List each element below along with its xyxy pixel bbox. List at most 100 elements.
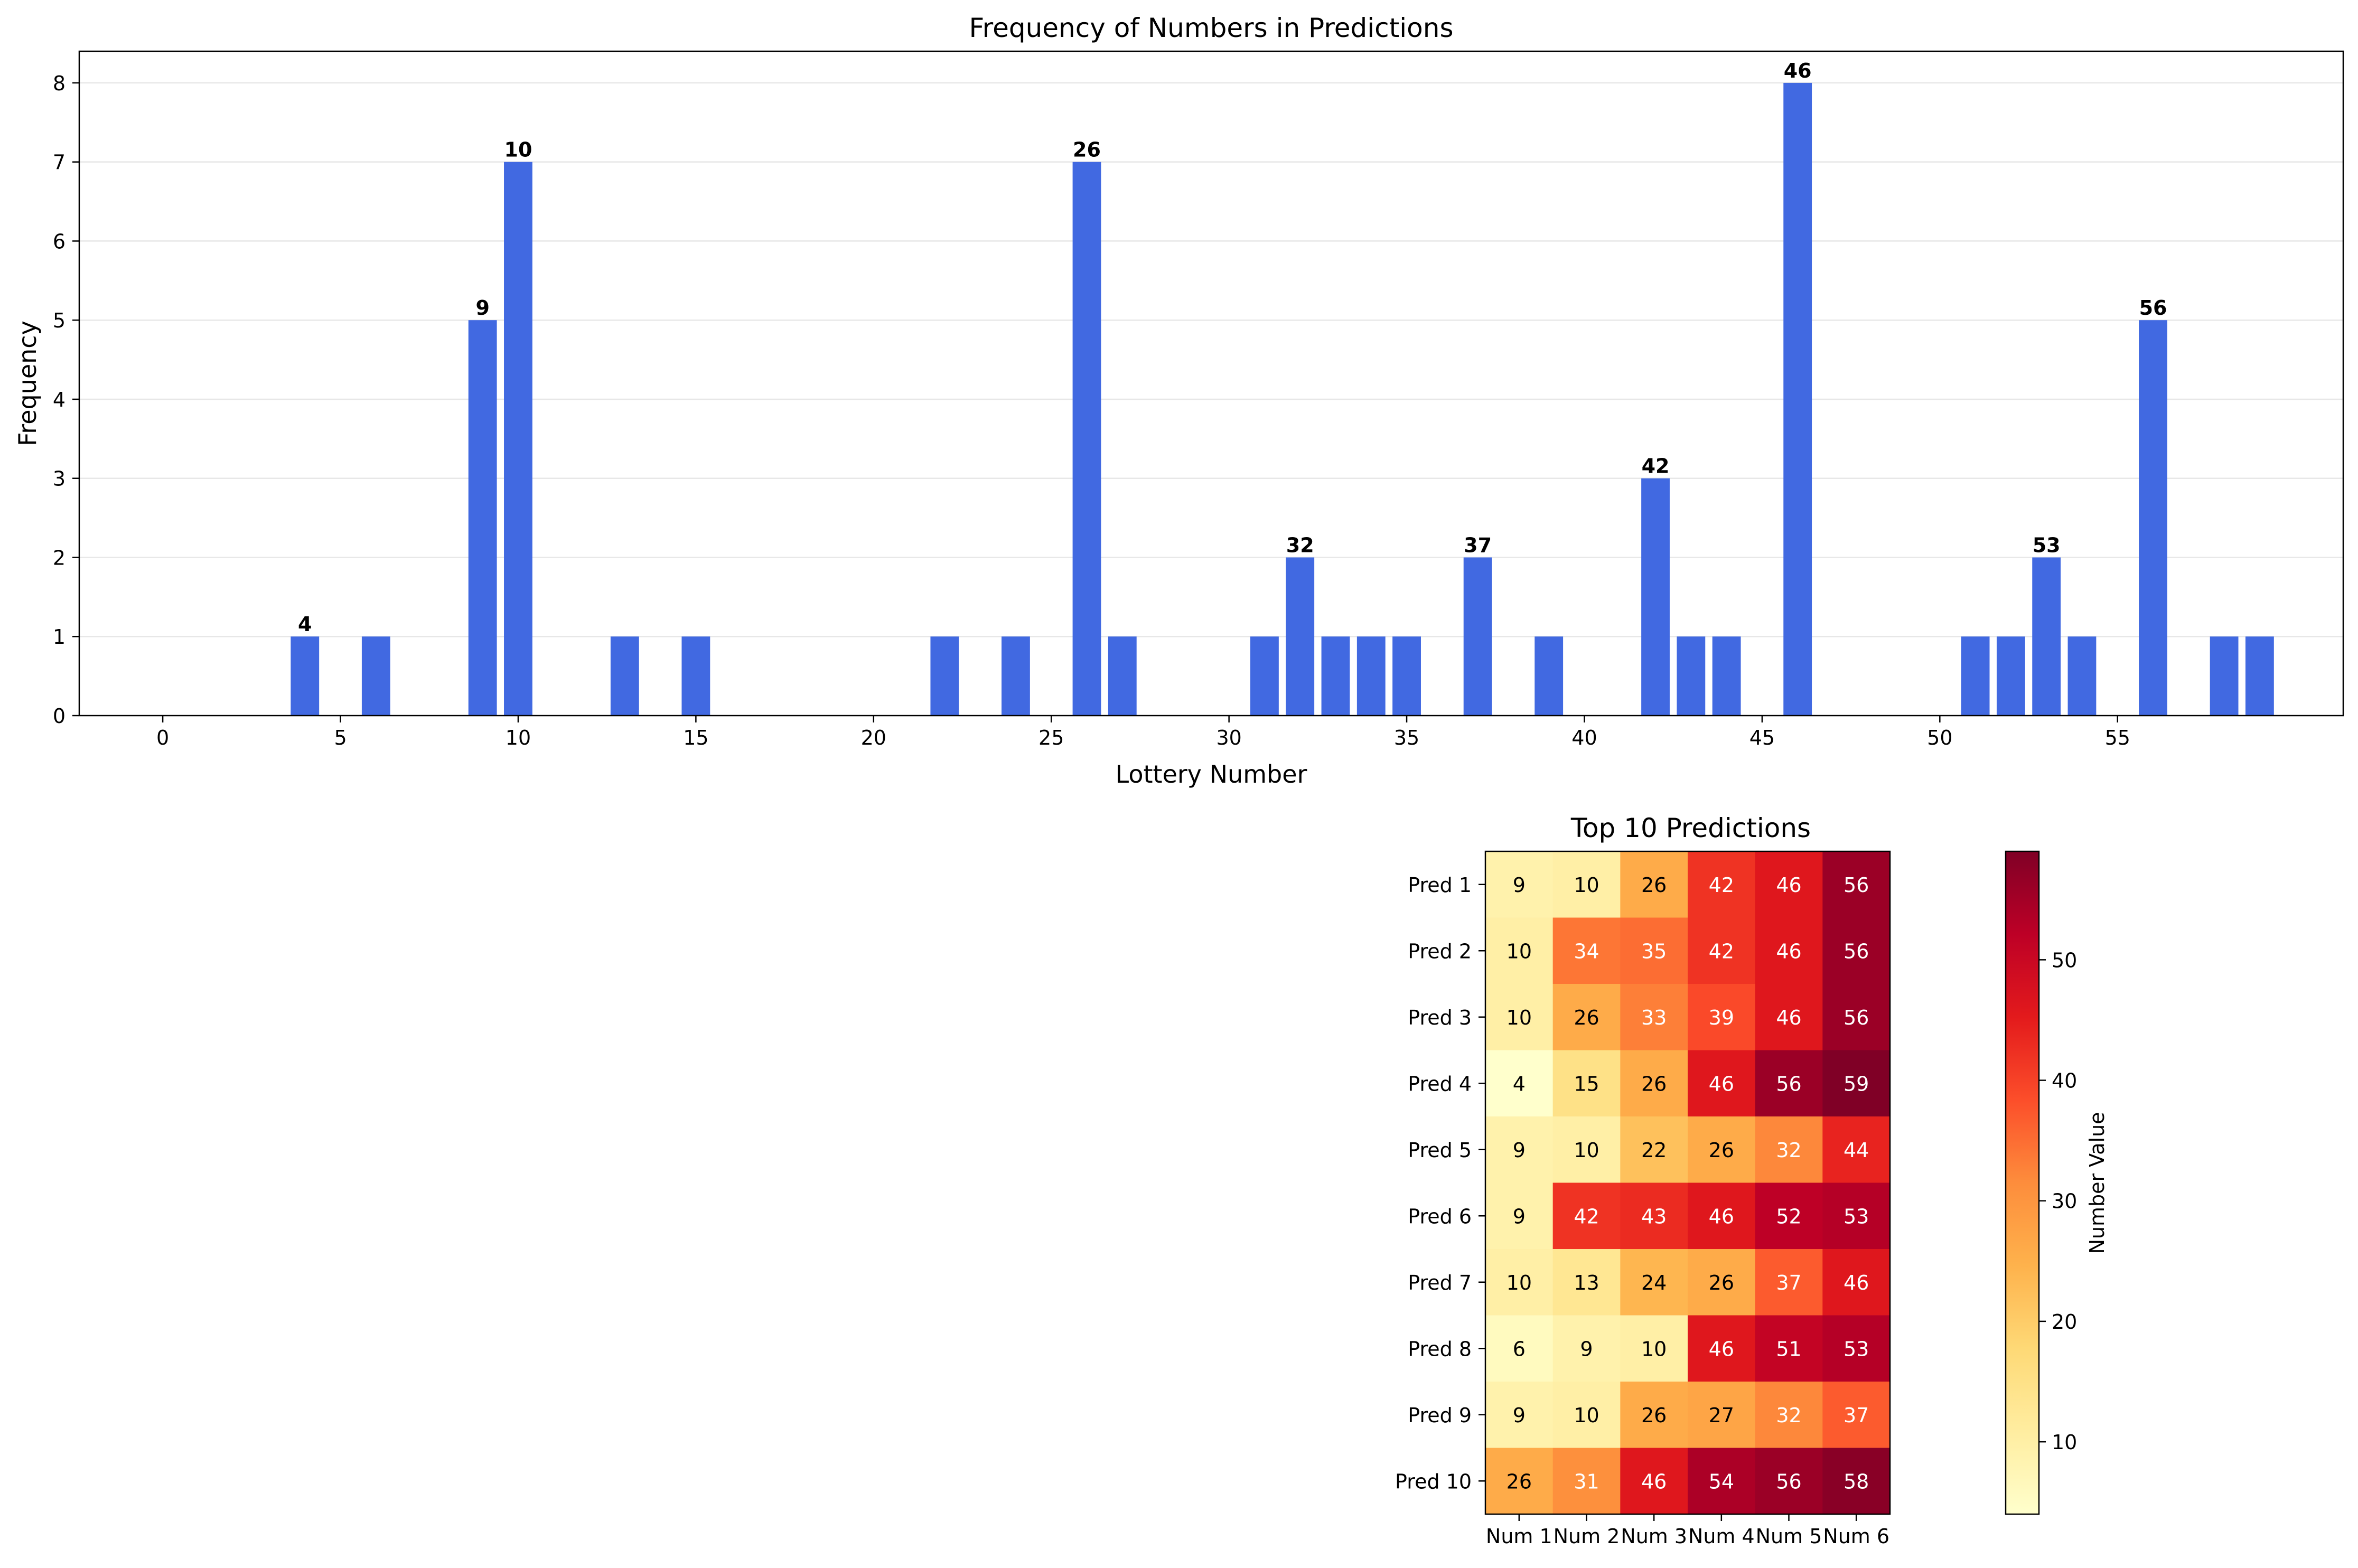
heatmap-cell: [1755, 1448, 1823, 1515]
colorbar-tick-label: 40: [2052, 1069, 2077, 1093]
bar-chart-gridlines: [79, 82, 2343, 717]
y-tick-label: 5: [53, 309, 66, 332]
bar-value-label: 32: [1286, 533, 1314, 557]
heatmap-cell-value: 13: [1574, 1271, 1599, 1294]
heatmap-cell: [1485, 1249, 1554, 1316]
heatmap-cell-value: 42: [1709, 874, 1734, 897]
y-tick-label: 0: [53, 705, 66, 728]
heatmap-cell: [1688, 917, 1756, 984]
bar: [2139, 320, 2167, 716]
heatmap-cell: [1688, 1382, 1756, 1448]
x-tick-label: 5: [334, 726, 347, 749]
heatmap-cell-value: 26: [1641, 874, 1667, 897]
heatmap-cell-value: 6: [1513, 1337, 1526, 1360]
row-label: Pred 5: [1408, 1139, 1472, 1162]
heatmap-cell: [1755, 1050, 1823, 1117]
heatmap-cell-value: 46: [1776, 940, 1801, 963]
heatmap-cell-value: 52: [1776, 1205, 1801, 1228]
row-label: Pred 1: [1408, 874, 1472, 897]
heatmap-cell: [1688, 851, 1756, 918]
heatmap-cell: [1688, 1050, 1756, 1117]
heatmap-cell: [1755, 1116, 1823, 1183]
heatmap-cell: [1822, 1315, 1891, 1382]
heatmap-cell-value: 24: [1641, 1271, 1667, 1294]
heatmap-cell-value: 27: [1709, 1404, 1734, 1427]
heatmap-cell-value: 56: [1844, 940, 1869, 963]
bar-value-label: 4: [298, 613, 312, 636]
x-tick-label: 15: [683, 726, 708, 749]
heatmap-cell: [1552, 984, 1621, 1050]
heatmap-cell-value: 56: [1776, 1072, 1801, 1095]
bar: [2032, 557, 2061, 716]
heatmap-cell: [1822, 1448, 1891, 1515]
row-label: Pred 6: [1408, 1205, 1472, 1228]
heatmap-cell: [1822, 1249, 1891, 1316]
heatmap-cell-value: 58: [1844, 1470, 1869, 1493]
x-tick-label: 45: [1749, 726, 1775, 749]
heatmap-cell: [1485, 851, 1554, 918]
bar-value-label: 56: [2139, 296, 2167, 320]
bar: [1783, 82, 1812, 716]
heatmap-cell-value: 26: [1709, 1271, 1734, 1294]
heatmap-cell-value: 31: [1574, 1470, 1599, 1493]
heatmap-cell: [1822, 1116, 1891, 1183]
bar: [2245, 636, 2274, 716]
row-label: Pred 7: [1408, 1271, 1472, 1294]
bar: [1072, 162, 1101, 716]
x-tick-label: 55: [2105, 726, 2130, 749]
heatmap-cell-value: 33: [1641, 1006, 1667, 1029]
y-tick-label: 8: [53, 72, 66, 95]
bar: [930, 636, 959, 716]
bar: [1677, 636, 1706, 716]
column-label: Num 1: [1486, 1525, 1552, 1548]
heatmap-cell: [1620, 1249, 1688, 1316]
y-tick-label: 1: [53, 625, 66, 649]
heatmap-cell-value: 46: [1709, 1205, 1734, 1228]
heatmap-cell-value: 9: [1513, 874, 1526, 897]
bar: [1321, 636, 1350, 716]
heatmap-cell: [1552, 1249, 1621, 1316]
heatmap-cell: [1688, 1182, 1756, 1250]
heatmap-cell: [1620, 1315, 1688, 1382]
heatmap-cell: [1552, 1182, 1621, 1250]
heatmap-cell: [1688, 984, 1756, 1050]
heatmap-cell-value: 39: [1709, 1006, 1734, 1029]
heatmap-cell: [1688, 1448, 1756, 1515]
colorbar-ticks: 10 20 30 40 50: [2039, 949, 2077, 1454]
bar-chart-bars: [291, 82, 2274, 716]
row-label: Pred 8: [1408, 1337, 1472, 1360]
bar: [681, 636, 710, 716]
heatmap-cell: [1620, 1382, 1688, 1448]
heatmap-frame: [1484, 850, 1891, 1515]
heatmap-cell: [1688, 1249, 1756, 1316]
heatmap-cell: [1485, 1182, 1554, 1250]
heatmap-cell-value: 51: [1776, 1337, 1801, 1360]
bar: [610, 636, 639, 716]
heatmap-cell-value: 10: [1574, 1404, 1599, 1427]
bar: [1641, 478, 1670, 716]
heatmap-cell: [1755, 1382, 1823, 1448]
colorbar-tick-label: 50: [2052, 949, 2077, 972]
heatmap-cell-value: 44: [1844, 1139, 1869, 1162]
heatmap-cell-value: 4: [1513, 1072, 1526, 1095]
bar: [1250, 636, 1279, 716]
bar: [1108, 636, 1137, 716]
bar-value-label: 46: [1784, 59, 1812, 82]
heatmap-cell: [1755, 1315, 1823, 1382]
row-label: Pred 2: [1408, 940, 1472, 963]
row-label: Pred 10: [1395, 1470, 1472, 1493]
column-label: Num 6: [1823, 1525, 1889, 1548]
heatmap-row-labels: Pred 1 Pred 2 Pred 3 Pred 4 Pred 5 Pred 6 Pred…: [1395, 874, 1485, 1493]
bar-value-label: 9: [475, 296, 489, 320]
heatmap-cell-value: 32: [1776, 1404, 1801, 1427]
x-tick-label: 25: [1038, 726, 1064, 749]
heatmap-cell-value: 42: [1709, 940, 1734, 963]
heatmap-cell: [1620, 851, 1688, 918]
heatmap-cell-value: 32: [1776, 1139, 1801, 1162]
colorbar-tick-label: 30: [2052, 1190, 2077, 1213]
bar: [468, 320, 497, 716]
heatmap-cell-value: 56: [1776, 1470, 1801, 1493]
heatmap-cell: [1552, 1448, 1621, 1515]
heatmap-title: Top 10 Predictions: [1570, 813, 1811, 843]
heatmap-cell: [1688, 1116, 1756, 1183]
